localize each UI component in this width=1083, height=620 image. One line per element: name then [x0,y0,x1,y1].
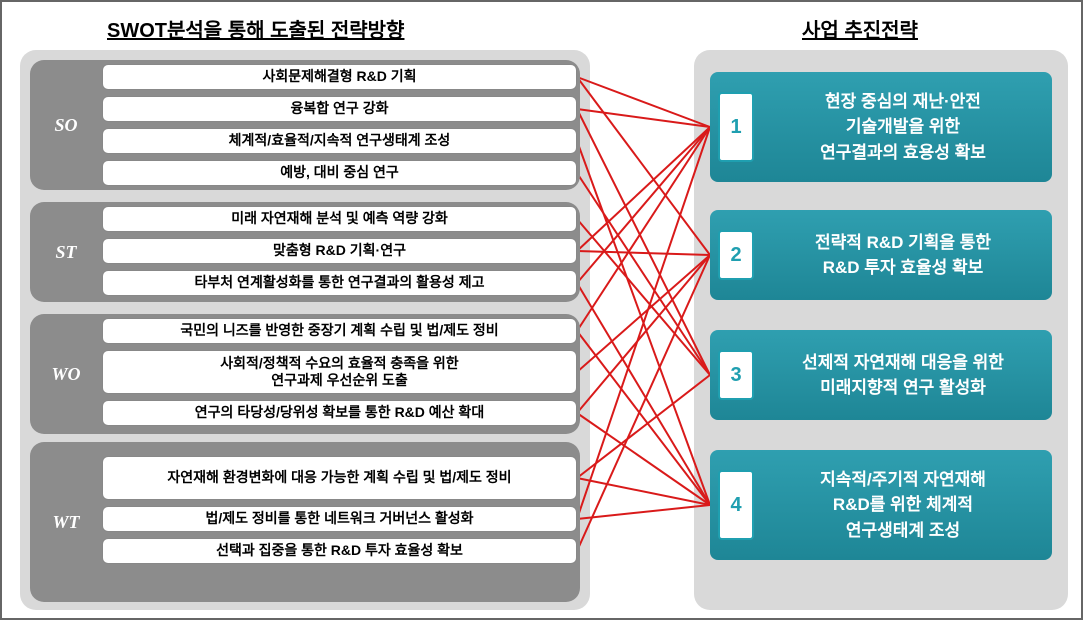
swot-label-st: ST [36,202,96,302]
swot-item-st-1: 맞춤형 R&D 기획·연구 [102,238,577,264]
swot-item-wt-0: 자연재해 환경변화에 대응 가능한 계획 수립 및 법/제도 정비 [102,456,577,500]
strategy-text-2: 전략적 R&D 기획을 통한 R&D 투자 효율성 확보 [754,210,1052,300]
edge-WT-1-to-4 [577,505,710,519]
edge-ST-1-to-1 [577,127,710,251]
edge-WO-1-to-2 [577,255,710,372]
edge-WT-0-to-3 [577,375,710,478]
swot-item-wo-0: 국민의 니즈를 반영한 중장기 계획 수립 및 법/제도 정비 [102,318,577,344]
edge-ST-2-to-4 [577,283,710,505]
swot-item-st-2: 타부처 연계활성화를 통한 연구결과의 활용성 제고 [102,270,577,296]
edge-SO-0-to-2 [577,77,710,255]
left-section-title: SWOT분석을 통해 도출된 전략방향 [107,14,404,43]
swot-item-so-3: 예방, 대비 중심 연구 [102,160,577,186]
swot-item-wt-1: 법/제도 정비를 통한 네트워크 거버넌스 활성화 [102,506,577,532]
edge-SO-3-to-3 [577,173,710,375]
strategy-box-2: 2전략적 R&D 기획을 통한 R&D 투자 효율성 확보 [710,210,1052,300]
swot-label-so: SO [36,60,96,190]
edge-SO-1-to-3 [577,109,710,375]
edge-WO-2-to-4 [577,413,710,505]
edge-ST-1-to-2 [577,251,710,255]
swot-item-st-0: 미래 자연재해 분석 및 예측 역량 강화 [102,206,577,232]
strategy-text-3: 선제적 자연재해 대응을 위한 미래지향적 연구 활성화 [754,330,1052,420]
swot-item-wo-1: 사회적/정책적 수요의 효율적 충족을 위한 연구과제 우선순위 도출 [102,350,577,394]
edge-ST-0-to-3 [577,219,710,375]
right-section-title: 사업 추진전략 [802,14,918,43]
swot-item-wo-2: 연구의 타당성/당위성 확보를 통한 R&D 예산 확대 [102,400,577,426]
strategy-number-1: 1 [718,92,754,162]
strategy-box-4: 4지속적/주기적 자연재해 R&D를 위한 체계적 연구생태계 조성 [710,450,1052,560]
strategy-number-3: 3 [718,350,754,400]
swot-item-so-0: 사회문제해결형 R&D 기획 [102,64,577,90]
edge-SO-0-to-1 [577,77,710,127]
strategy-box-3: 3선제적 자연재해 대응을 위한 미래지향적 연구 활성화 [710,330,1052,420]
swot-item-wt-2: 선택과 집중을 통한 R&D 투자 효율성 확보 [102,538,577,564]
strategy-number-2: 2 [718,230,754,280]
swot-item-so-1: 융복합 연구 강화 [102,96,577,122]
strategy-text-1: 현장 중심의 재난·안전 기술개발을 위한 연구결과의 효용성 확보 [754,72,1052,182]
edge-WO-0-to-1 [577,127,710,331]
swot-item-so-2: 체계적/효율적/지속적 연구생태계 조성 [102,128,577,154]
edge-WT-0-to-4 [577,478,710,505]
edge-WO-2-to-2 [577,255,710,413]
edge-SO-1-to-1 [577,109,710,127]
strategy-text-4: 지속적/주기적 자연재해 R&D를 위한 체계적 연구생태계 조성 [754,450,1052,560]
edge-ST-2-to-1 [577,127,710,283]
swot-label-wo: WO [36,314,96,434]
strategy-box-1: 1현장 중심의 재난·안전 기술개발을 위한 연구결과의 효용성 확보 [710,72,1052,182]
edge-WO-0-to-4 [577,331,710,505]
swot-label-wt: WT [36,442,96,602]
strategy-number-4: 4 [718,470,754,540]
edge-SO-2-to-4 [577,141,710,505]
edge-WT-2-to-2 [577,255,710,551]
edge-WT-1-to-1 [577,127,710,519]
diagram-root: SWOT분석을 통해 도출된 전략방향 사업 추진전략 SO사회문제해결형 R&… [0,0,1083,620]
